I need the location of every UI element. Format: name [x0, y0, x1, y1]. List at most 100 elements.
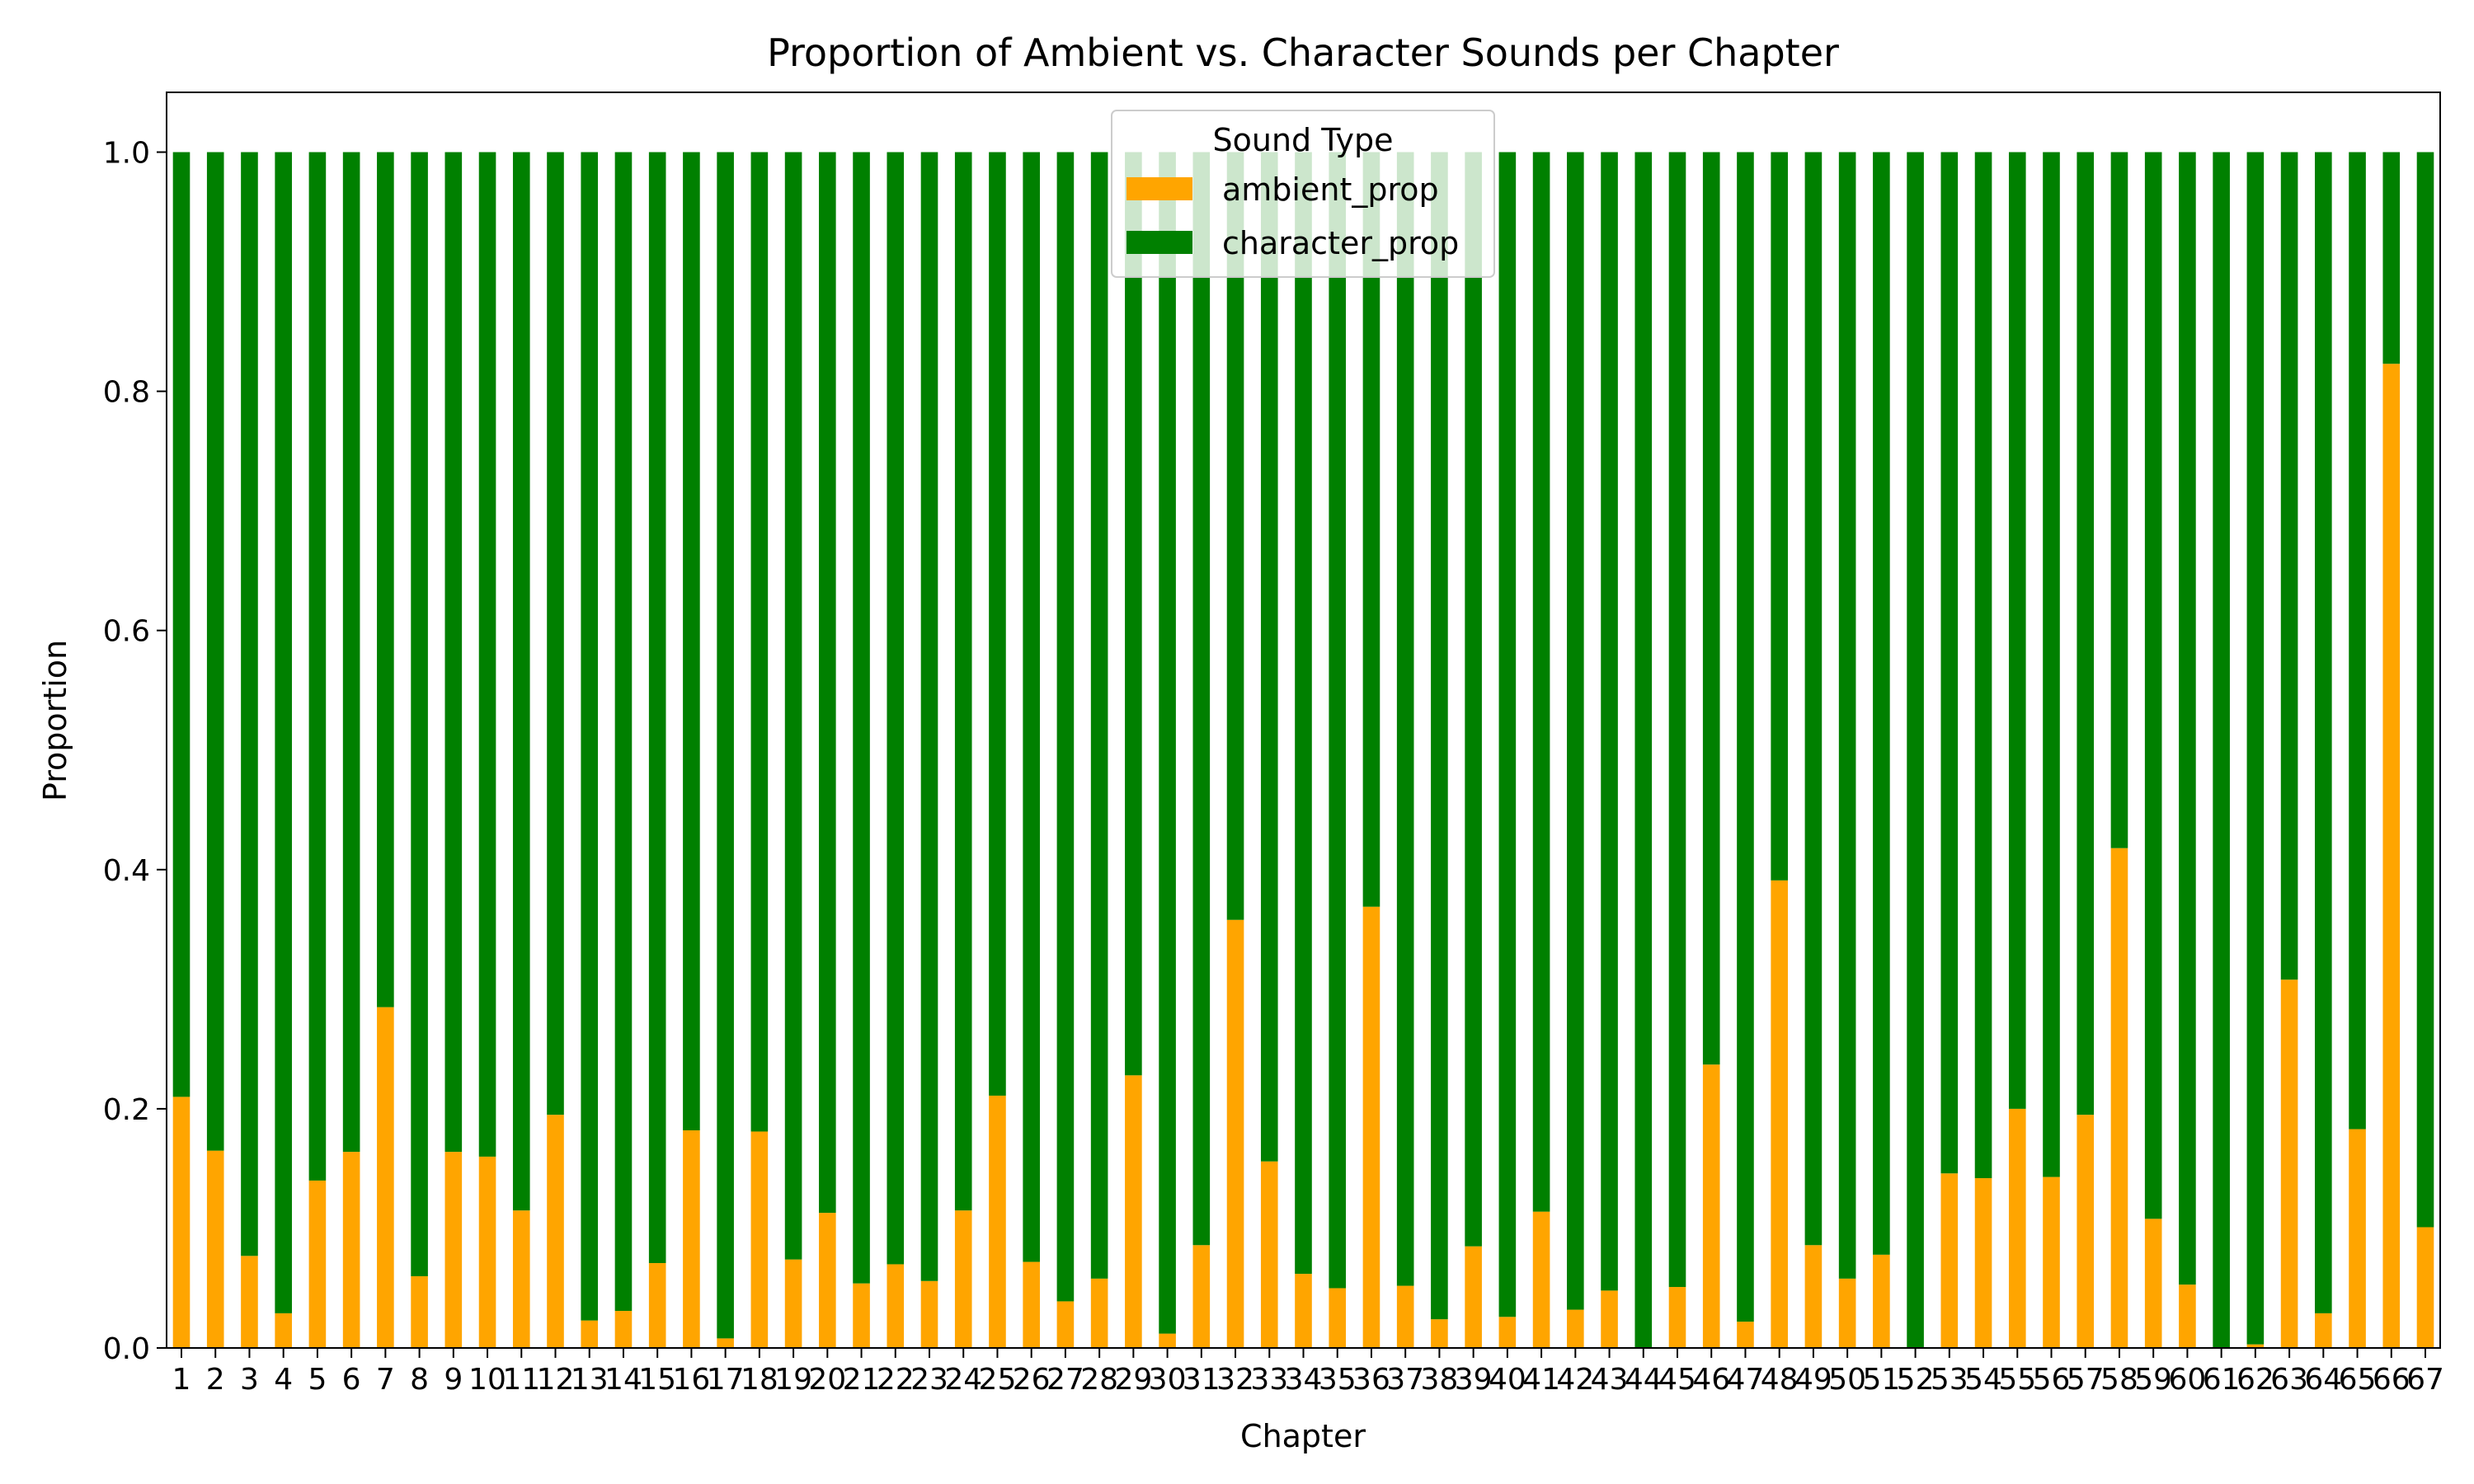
- bar-character-chapter-33: [1260, 152, 1278, 1162]
- x-tick-label: 32: [1216, 1363, 1254, 1397]
- bar-ambient-chapter-39: [1465, 1246, 1482, 1348]
- bar-ambient-chapter-27: [1056, 1301, 1075, 1348]
- x-tick-label: 37: [1386, 1363, 1424, 1397]
- bar-ambient-chapter-59: [2144, 1219, 2162, 1348]
- x-tick-label: 6: [342, 1363, 361, 1397]
- bar-character-chapter-37: [1396, 152, 1414, 1286]
- bar-character-chapter-31: [1192, 152, 1211, 1246]
- bar-ambient-chapter-34: [1295, 1274, 1312, 1348]
- x-tick-label: 63: [2270, 1363, 2308, 1397]
- bar-character-chapter-26: [1023, 152, 1040, 1262]
- bar-ambient-chapter-46: [1702, 1064, 1720, 1348]
- bar-ambient-chapter-20: [819, 1213, 836, 1348]
- bar-ambient-chapter-63: [2280, 979, 2298, 1348]
- bar-character-chapter-10: [478, 152, 496, 1157]
- bar-ambient-chapter-51: [1873, 1254, 1890, 1348]
- bar-ambient-chapter-48: [1771, 880, 1788, 1348]
- bar-ambient-chapter-54: [1974, 1178, 1992, 1348]
- y-tick-label: 0.4: [103, 854, 150, 888]
- bar-ambient-chapter-50: [1838, 1278, 1856, 1348]
- bar-character-chapter-6: [342, 152, 360, 1153]
- x-tick-label: 7: [376, 1363, 395, 1397]
- bar-character-chapter-11: [512, 152, 530, 1211]
- bar-character-chapter-8: [411, 152, 428, 1276]
- x-tick-label: 42: [1556, 1363, 1594, 1397]
- bar-ambient-chapter-13: [581, 1320, 599, 1348]
- bar-ambient-chapter-3: [241, 1256, 258, 1348]
- bar-ambient-chapter-16: [683, 1130, 700, 1348]
- x-tick-label: 54: [1964, 1363, 2002, 1397]
- legend-box: [1111, 110, 1495, 278]
- bar-ambient-chapter-28: [1090, 1278, 1108, 1348]
- bar-character-chapter-12: [547, 152, 564, 1115]
- bar-ambient-chapter-12: [547, 1115, 564, 1348]
- y-tick-label: 0.8: [103, 376, 150, 410]
- bar-ambient-chapter-30: [1159, 1333, 1176, 1348]
- bar-character-chapter-29: [1125, 152, 1142, 1076]
- x-tick-label: 25: [979, 1363, 1017, 1397]
- bar-character-chapter-24: [954, 152, 972, 1211]
- bar-ambient-chapter-8: [411, 1275, 428, 1348]
- x-tick-label: 28: [1080, 1363, 1118, 1397]
- bar-character-chapter-38: [1431, 152, 1448, 1320]
- x-tick-label: 10: [468, 1363, 506, 1397]
- bar-ambient-chapter-22: [887, 1264, 905, 1348]
- bar-ambient-chapter-29: [1125, 1075, 1142, 1348]
- x-tick-label: 43: [1591, 1363, 1629, 1397]
- bar-character-chapter-51: [1873, 152, 1890, 1255]
- bar-ambient-chapter-57: [2077, 1115, 2095, 1348]
- bar-ambient-chapter-47: [1737, 1322, 1754, 1348]
- x-tick-label: 65: [2339, 1363, 2377, 1397]
- x-tick-label: 16: [673, 1363, 711, 1397]
- bar-ambient-chapter-5: [308, 1180, 327, 1348]
- bar-ambient-chapter-55: [2008, 1108, 2026, 1348]
- bar-ambient-chapter-19: [784, 1259, 802, 1348]
- bar-character-chapter-25: [989, 152, 1006, 1096]
- x-tick-label: 40: [1489, 1363, 1526, 1397]
- bar-character-chapter-15: [648, 152, 666, 1264]
- bar-ambient-chapter-66: [2382, 364, 2401, 1348]
- x-tick-label: 27: [1047, 1363, 1084, 1397]
- bar-character-chapter-58: [2110, 152, 2128, 848]
- y-axis: 0.0 0.2 0.4 0.6 0.8 1.0: [103, 137, 167, 1366]
- bar-character-chapter-63: [2280, 152, 2298, 980]
- bar-character-chapter-5: [308, 152, 327, 1181]
- x-tick-label: 45: [1658, 1363, 1696, 1397]
- bar-ambient-chapter-14: [614, 1311, 633, 1348]
- bar-ambient-chapter-26: [1023, 1261, 1040, 1348]
- legend-swatch-ambient: [1126, 177, 1192, 200]
- bar-character-chapter-21: [853, 152, 870, 1284]
- bar-character-chapter-17: [717, 152, 734, 1339]
- x-tick-label: 19: [774, 1363, 812, 1397]
- bar-character-chapter-60: [2179, 152, 2196, 1285]
- bar-character-chapter-20: [819, 152, 836, 1214]
- bar-ambient-chapter-67: [2416, 1227, 2434, 1348]
- bar-character-chapter-32: [1226, 152, 1244, 920]
- bar-ambient-chapter-43: [1601, 1290, 1618, 1348]
- bar-ambient-chapter-7: [377, 1007, 394, 1348]
- bar-ambient-chapter-65: [2349, 1129, 2366, 1348]
- bar-character-chapter-47: [1737, 152, 1754, 1322]
- x-tick-label: 67: [2406, 1363, 2444, 1397]
- bar-ambient-chapter-38: [1431, 1319, 1448, 1348]
- bars-layer: [172, 152, 2434, 1348]
- bar-character-chapter-48: [1771, 152, 1788, 881]
- x-tick-label: 36: [1352, 1363, 1390, 1397]
- x-tick-label: 13: [571, 1363, 609, 1397]
- x-tick-label: 12: [537, 1363, 575, 1397]
- y-axis-label: Proportion: [37, 640, 73, 801]
- bar-character-chapter-57: [2077, 152, 2095, 1115]
- bar-character-chapter-16: [683, 152, 700, 1131]
- x-tick-label: 48: [1761, 1363, 1799, 1397]
- bar-character-chapter-54: [1974, 152, 1992, 1179]
- y-tick-label: 0.6: [103, 615, 150, 649]
- bar-character-chapter-2: [206, 152, 224, 1151]
- x-tick-label: 4: [274, 1363, 293, 1397]
- bar-character-chapter-44: [1634, 152, 1653, 1348]
- legend-swatch-character: [1126, 231, 1192, 254]
- bar-character-chapter-50: [1838, 152, 1856, 1279]
- x-tick-label: 64: [2304, 1363, 2342, 1397]
- x-tick-label: 34: [1285, 1363, 1323, 1397]
- x-tick-label: 51: [1862, 1363, 1900, 1397]
